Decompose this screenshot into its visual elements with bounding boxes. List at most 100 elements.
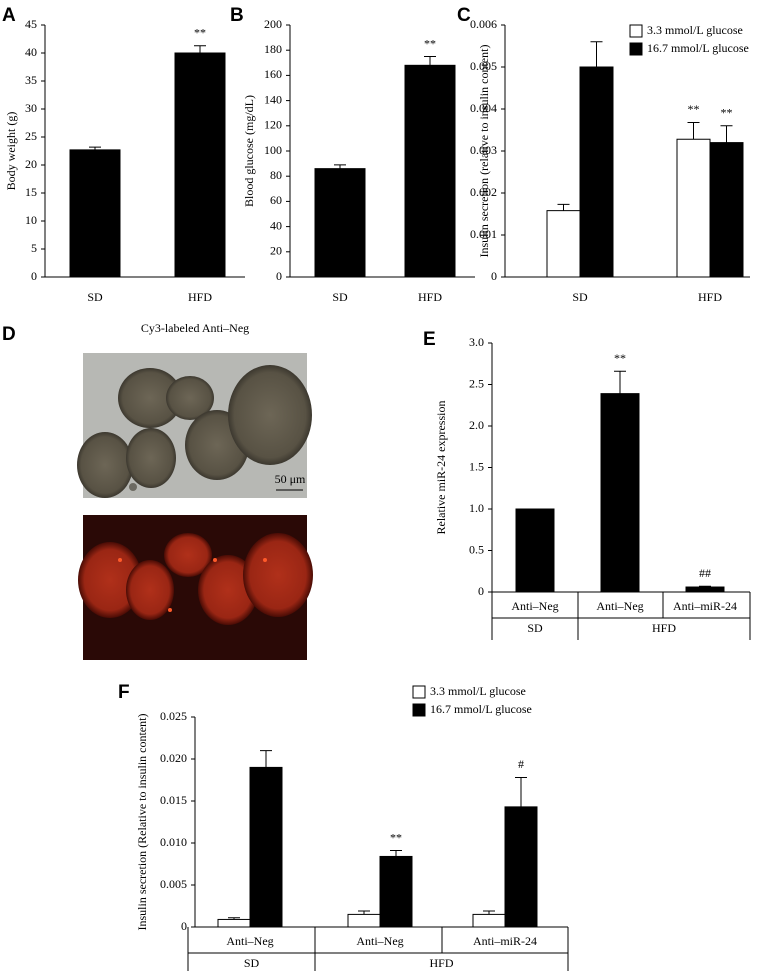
annotation: **: [194, 25, 206, 39]
panel-letter: D: [2, 324, 16, 345]
y-tick-label: 160: [264, 67, 282, 81]
group-label: SD: [527, 621, 543, 635]
y-tick-label: 0.010: [160, 835, 187, 849]
x-tick-label: Anti–Neg: [511, 599, 558, 613]
y-tick-label: 0: [181, 919, 187, 933]
annotation: **: [721, 106, 733, 120]
y-tick-label: 100: [264, 143, 282, 157]
bar: [600, 393, 640, 593]
legend-label: 3.3 mmol/L glucose: [430, 684, 526, 698]
bar: [685, 586, 725, 593]
y-tick-label: 0.020: [160, 751, 187, 765]
error-bar: [557, 203, 570, 211]
panel-letter: C: [457, 5, 471, 26]
bar: [546, 210, 581, 278]
annotation: **: [688, 102, 700, 116]
y-tick-label: 1.5: [469, 459, 484, 473]
x-tick-label: HFD: [418, 290, 442, 304]
bar: [404, 64, 456, 278]
error-bar: [228, 917, 240, 920]
error-bar: [687, 121, 700, 140]
y-tick-label: 0.005: [160, 877, 187, 891]
y-tick-label: 140: [264, 92, 282, 106]
error-bar: [260, 750, 272, 768]
scale-label: 50 μm: [275, 472, 306, 486]
y-tick-label: 40: [270, 218, 282, 232]
x-tick-label: SD: [332, 290, 348, 304]
error-bar: [590, 41, 603, 67]
error-bar: [390, 850, 402, 857]
error-bar: [358, 910, 370, 915]
legend-label: 3.3 mmol/L glucose: [647, 23, 743, 37]
group-label: SD: [244, 956, 260, 970]
image-title: Cy3-labeled Anti–Neg: [141, 321, 249, 335]
y-tick-label: 3.0: [469, 335, 484, 349]
y-tick-label: 0.006: [470, 17, 497, 31]
panel-letter: F: [118, 682, 130, 703]
y-tick-label: 0.025: [160, 709, 187, 723]
error-bar: [194, 45, 206, 53]
y-tick-label: 0: [31, 269, 37, 283]
x-tick-label: Anti–Neg: [226, 934, 273, 948]
y-axis-label: Insulin secretion (relative to insulin c…: [477, 45, 491, 258]
y-axis-label: Body weight (g): [4, 112, 18, 191]
y-tick-label: 10: [25, 213, 37, 227]
bar: [709, 142, 744, 278]
y-tick-label: 180: [264, 42, 282, 56]
bar: [314, 168, 366, 278]
y-tick-label: 2.5: [469, 376, 484, 390]
annotation: **: [390, 830, 402, 844]
y-tick-label: 0.5: [469, 542, 484, 556]
y-tick-label: 0.002: [470, 185, 497, 199]
y-tick-label: 40: [25, 45, 37, 59]
y-tick-label: 20: [25, 157, 37, 171]
group-label: HFD: [429, 956, 453, 970]
legend-label: 16.7 mmol/L glucose: [430, 702, 532, 716]
bar: [515, 508, 555, 593]
y-tick-label: 5: [31, 241, 37, 255]
bar: [379, 855, 413, 928]
y-tick-label: 0: [491, 269, 497, 283]
panel-letter: A: [2, 5, 16, 26]
bar: [472, 913, 506, 928]
x-tick-label: Anti–miR-24: [673, 599, 737, 613]
y-tick-label: 200: [264, 17, 282, 31]
panel-letter: E: [423, 329, 436, 350]
fluorescence-image: [78, 515, 313, 660]
panel-letter: B: [230, 5, 244, 26]
y-tick-label: 120: [264, 118, 282, 132]
y-axis-label: Relative miR-24 expression: [434, 401, 448, 535]
bar: [217, 918, 251, 928]
y-tick-label: 0: [478, 584, 484, 598]
y-tick-label: 20: [270, 244, 282, 258]
bar: [249, 766, 283, 928]
error-bar: [515, 776, 527, 807]
bar: [504, 806, 538, 928]
x-tick-label: SD: [87, 290, 103, 304]
error-bar: [483, 910, 495, 915]
error-bar: [720, 125, 733, 143]
x-tick-label: Anti–miR-24: [473, 934, 537, 948]
y-tick-label: 60: [270, 193, 282, 207]
y-tick-label: 0.004: [470, 101, 497, 115]
x-tick-label: Anti–Neg: [356, 934, 403, 948]
x-tick-label: SD: [572, 290, 588, 304]
legend-swatch: [412, 703, 426, 717]
annotation: **: [424, 36, 436, 50]
x-tick-label: HFD: [698, 290, 722, 304]
y-tick-label: 0.015: [160, 793, 187, 807]
bar: [347, 913, 381, 928]
error-bar: [334, 164, 346, 169]
error-bar: [614, 370, 626, 394]
y-tick-label: 0.003: [470, 143, 497, 157]
legend-swatch: [629, 42, 643, 56]
bar: [676, 138, 711, 278]
y-tick-label: 0.001: [470, 227, 497, 241]
y-tick-label: 15: [25, 185, 37, 199]
error-bar: [699, 585, 711, 588]
error-bar: [89, 146, 101, 150]
y-tick-label: 1.0: [469, 501, 484, 515]
legend-swatch: [629, 24, 643, 38]
y-tick-label: 0.005: [470, 59, 497, 73]
